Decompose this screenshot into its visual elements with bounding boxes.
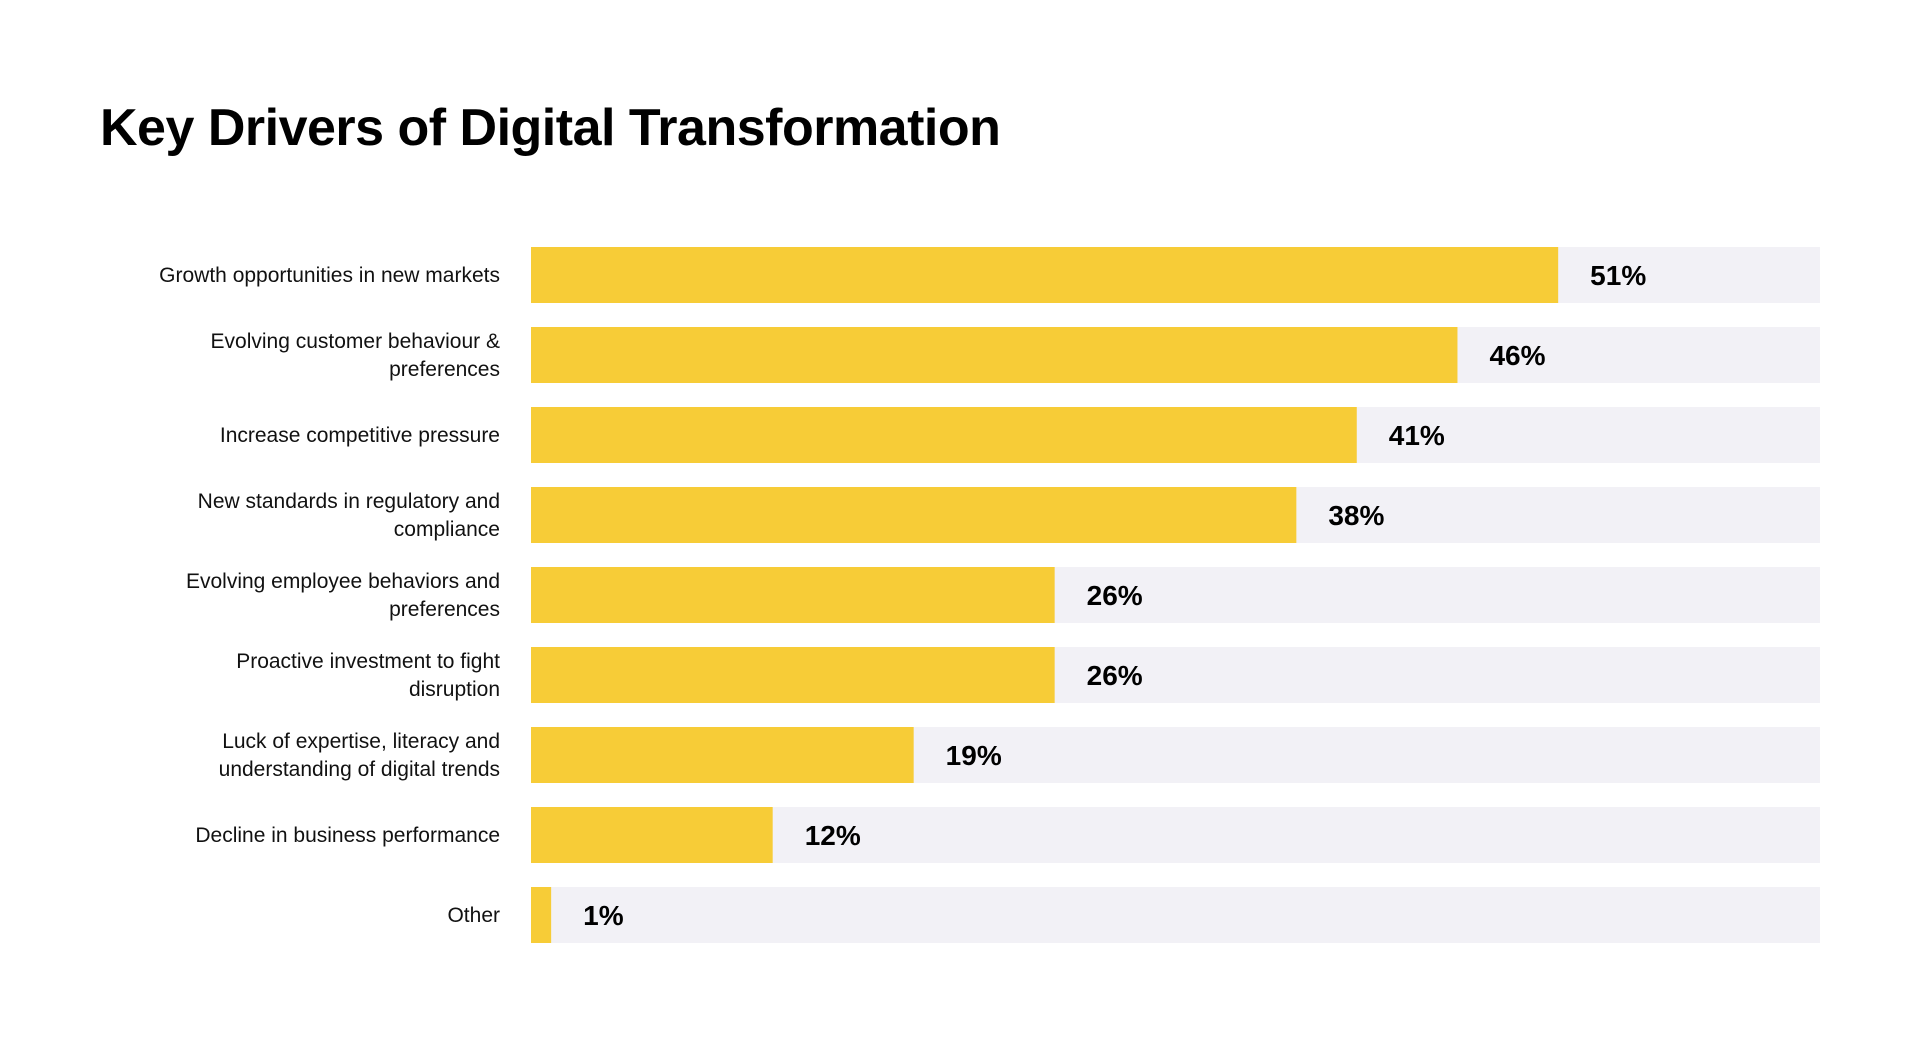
data-label: 12%	[805, 820, 861, 851]
category-label: Decline in business performance	[195, 824, 500, 847]
data-label: 26%	[1087, 660, 1143, 691]
category-label: New standards in regulatory and complianc…	[198, 490, 500, 541]
data-label: 46%	[1489, 340, 1545, 371]
bar	[531, 487, 1297, 543]
bar-track	[531, 887, 1820, 943]
bar	[531, 327, 1458, 383]
data-label: 19%	[946, 740, 1002, 771]
category-label: Evolving employee behaviors and preferenc…	[186, 570, 500, 621]
data-label: 1%	[583, 900, 624, 931]
bar	[531, 887, 552, 943]
bar	[531, 647, 1055, 703]
category-label: Proactive investment to fight disruption	[236, 650, 500, 701]
category-label: Evolving customer behaviour & preferences	[211, 330, 500, 381]
bar	[531, 807, 773, 863]
data-label: 38%	[1328, 500, 1384, 531]
category-label: Growth opportunities in new markets	[159, 264, 500, 287]
bar	[531, 727, 914, 783]
data-label: 41%	[1389, 420, 1445, 451]
category-label: Increase competitive pressure	[220, 424, 500, 447]
bar	[531, 247, 1559, 303]
data-label: 51%	[1590, 260, 1646, 291]
bar	[531, 567, 1055, 623]
bar	[531, 407, 1357, 463]
category-label: Other	[447, 904, 500, 927]
category-label: Luck of expertise, literacy and understan…	[219, 730, 500, 781]
data-label: 26%	[1087, 580, 1143, 611]
chart-title: Key Drivers of Digital Transformation	[100, 99, 1001, 157]
